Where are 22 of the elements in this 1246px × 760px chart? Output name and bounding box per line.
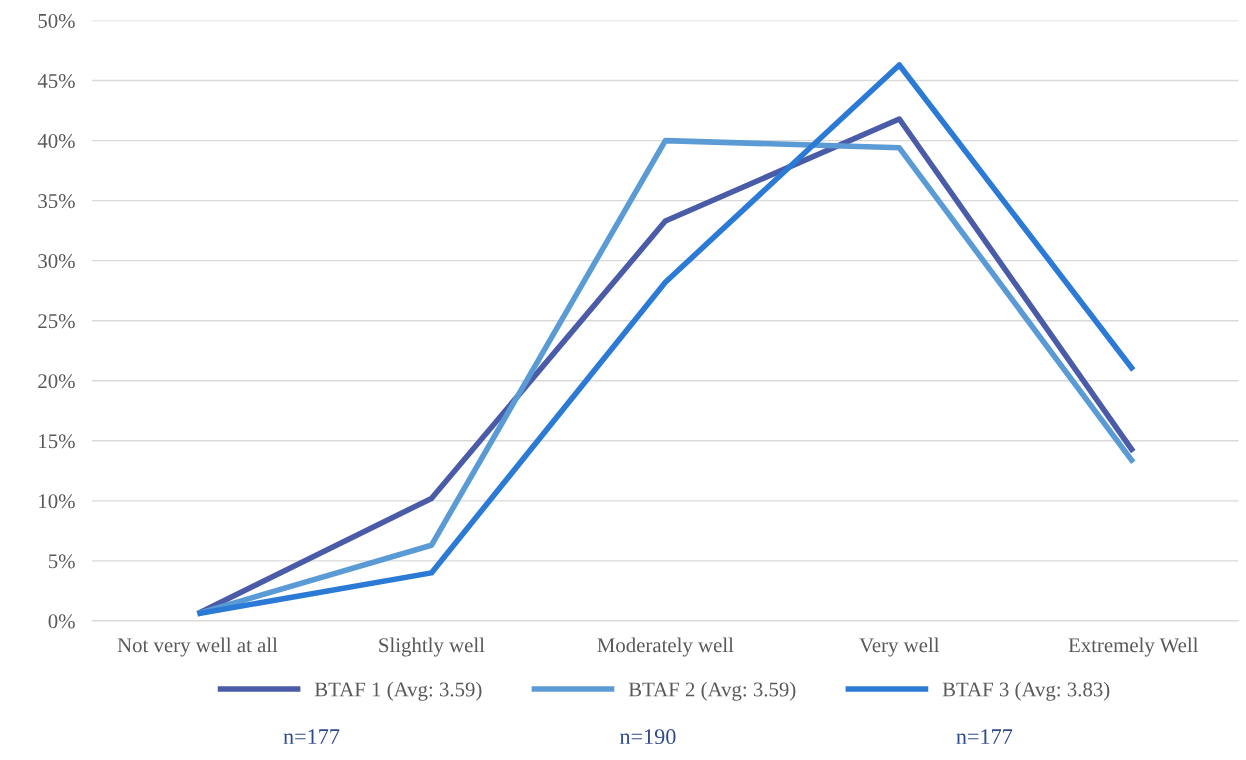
y-tick-label: 15%	[39, 434, 75, 449]
text: n=190	[619, 729, 676, 745]
y-tick-label: 40%	[37, 133, 75, 149]
legend-label: BTAF 1 (Avg: 3.59)	[314, 681, 482, 701]
y-tick-label: 35%	[38, 194, 75, 209]
text: n=177	[283, 729, 340, 744]
y-tick-label: 50%	[38, 13, 75, 29]
y-tick-label: 30%	[38, 254, 75, 269]
y-tick-label: 20%	[38, 374, 75, 389]
y-tick-label: 25%	[38, 314, 75, 329]
x-tick-label: Moderately well	[597, 637, 734, 657]
x-tick-label: Very well	[859, 637, 940, 657]
legend-label: BTAF 2 (Avg: 3.59)	[628, 681, 796, 701]
text: n=177	[956, 729, 1013, 744]
x-tick-label: Not very well at all	[117, 637, 278, 657]
y-tick-label: 10%	[39, 494, 75, 509]
legend-label: BTAF 3 (Avg: 3.83)	[942, 681, 1110, 701]
x-tick-label: Slightly well	[379, 637, 485, 657]
y-tick-label: 45%	[37, 73, 75, 89]
y-tick-label: 5%	[48, 554, 75, 569]
y-tick-label: 0%	[48, 614, 75, 629]
x-tick-label: Extremely Well	[1068, 637, 1199, 657]
